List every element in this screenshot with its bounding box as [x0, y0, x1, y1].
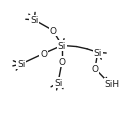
Text: SiH: SiH	[105, 79, 120, 88]
Text: Si: Si	[58, 42, 66, 50]
Text: Si: Si	[17, 60, 25, 69]
Text: Si: Si	[30, 16, 39, 25]
Text: Si: Si	[54, 78, 62, 87]
Text: O: O	[58, 58, 66, 67]
Text: O: O	[49, 27, 56, 36]
Text: Si: Si	[93, 48, 102, 57]
Text: O: O	[40, 50, 47, 59]
Text: O: O	[91, 65, 99, 73]
